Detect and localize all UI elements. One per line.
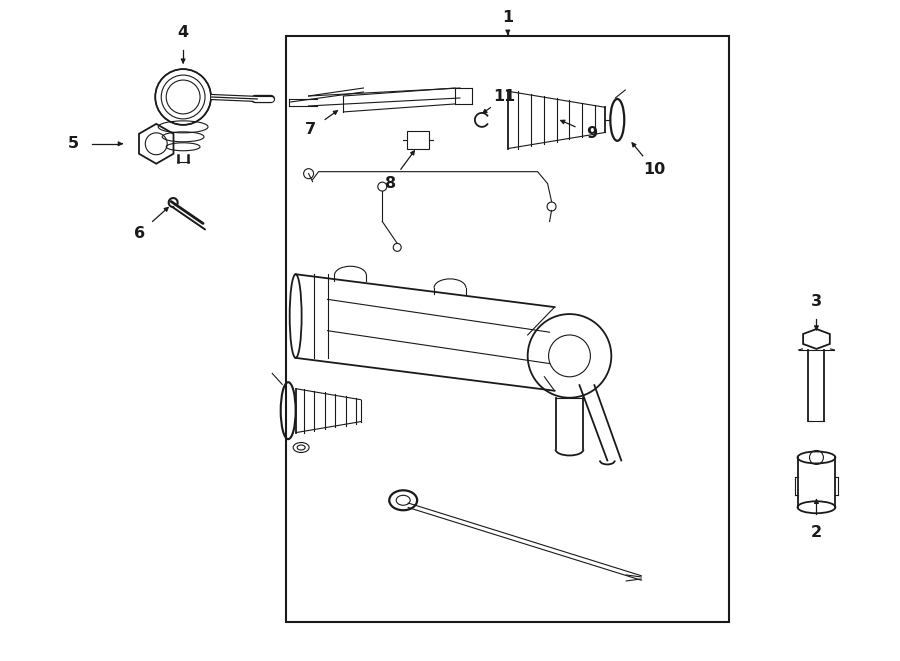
Text: 8: 8 xyxy=(384,176,396,191)
Text: 6: 6 xyxy=(134,226,145,241)
Text: 5: 5 xyxy=(68,136,79,151)
Text: 10: 10 xyxy=(643,162,665,177)
Text: 11: 11 xyxy=(493,89,516,104)
Text: 2: 2 xyxy=(811,525,822,539)
Text: 4: 4 xyxy=(177,24,189,40)
Bar xyxy=(285,36,729,622)
Text: 1: 1 xyxy=(502,10,513,25)
Text: 7: 7 xyxy=(305,122,316,137)
Text: 3: 3 xyxy=(811,293,822,309)
Text: 9: 9 xyxy=(586,126,597,141)
